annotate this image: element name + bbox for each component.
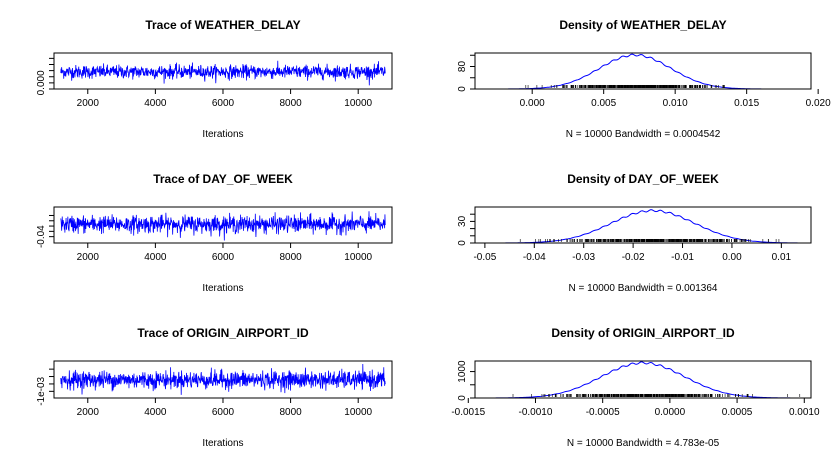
- x-tick-label: -0.03: [572, 252, 595, 263]
- trace-line: [60, 363, 386, 395]
- x-tick-label: -0.02: [622, 252, 645, 263]
- x-tick-label: 2000: [77, 252, 100, 263]
- x-axis-label: Iterations: [202, 283, 243, 294]
- x-axis-label: N = 10000 Bandwidth = 0.0004542: [566, 129, 721, 140]
- y-tick-label: 1000: [457, 360, 468, 383]
- panel-6: Density of ORIGIN_AIRPORT_ID N = 10000 Ba…: [451, 326, 820, 449]
- rug-marks: [519, 239, 780, 242]
- y-tick-label: 80: [457, 61, 468, 73]
- plot-frame: [53, 52, 393, 90]
- x-tick-label: 10000: [344, 252, 372, 263]
- panel-title: Trace of DAY_OF_WEEK: [153, 172, 293, 186]
- x-tick-label: -0.01: [671, 252, 694, 263]
- x-tick-label: 0.010: [663, 98, 688, 109]
- y-tick-label: 0.000: [36, 70, 47, 95]
- density-curve: [495, 209, 798, 243]
- panel-title: Density of WEATHER_DELAY: [559, 18, 726, 32]
- panel-2: Density of WEATHER_DELAY N = 10000 Bandwi…: [457, 18, 831, 140]
- x-tick-label: 0.000: [520, 98, 545, 109]
- x-tick-label: 2000: [77, 407, 100, 418]
- plot-frame: [474, 360, 812, 399]
- x-tick-label: 2000: [77, 98, 100, 109]
- x-tick-label: 8000: [279, 407, 302, 418]
- x-axis-label: Iterations: [202, 129, 243, 140]
- x-tick-label: 0.015: [734, 98, 759, 109]
- x-tick-label: 8000: [279, 98, 302, 109]
- y-tick-label: -0.04: [36, 225, 47, 248]
- x-tick-label: 0.0000: [655, 407, 686, 418]
- y-tick-label: -1e-03: [36, 376, 47, 405]
- y-tick-label: 0: [457, 240, 468, 246]
- x-tick-label: 8000: [279, 252, 302, 263]
- plot-frame: [474, 52, 812, 90]
- x-tick-label: 0.01: [772, 252, 792, 263]
- density-curve: [495, 361, 798, 398]
- y-tick-label: 0: [457, 86, 468, 92]
- x-tick-label: 4000: [144, 98, 167, 109]
- plot-frame: [474, 206, 812, 244]
- x-tick-label: -0.05: [473, 252, 496, 263]
- y-tick-label: 30: [457, 215, 468, 227]
- x-tick-label: 6000: [212, 98, 235, 109]
- x-tick-label: 0.00: [722, 252, 742, 263]
- x-axis-label: Iterations: [202, 438, 243, 449]
- x-tick-label: 6000: [212, 252, 235, 263]
- panel-3: Trace of DAY_OF_WEEK Iterations 2000 4000 60…: [36, 172, 393, 294]
- panel-title: Trace of WEATHER_DELAY: [145, 18, 300, 32]
- x-tick-label: 0.0010: [789, 407, 820, 418]
- panel-title: Trace of ORIGIN_AIRPORT_ID: [137, 326, 309, 340]
- rug-marks: [525, 85, 725, 88]
- x-tick-label: -0.04: [523, 252, 546, 263]
- x-tick-label: 0.0005: [722, 407, 753, 418]
- y-tick-label: 0: [457, 395, 468, 401]
- panel-4: Density of DAY_OF_WEEK N = 10000 Bandwidt…: [457, 172, 812, 294]
- panel-title: Density of DAY_OF_WEEK: [567, 172, 719, 186]
- trace-line: [60, 211, 386, 241]
- x-tick-label: 10000: [344, 407, 372, 418]
- panel-5: Trace of ORIGIN_AIRPORT_ID Iterations 2000…: [36, 326, 393, 449]
- x-tick-label: 4000: [144, 252, 167, 263]
- x-tick-label: 10000: [344, 98, 372, 109]
- x-tick-label: -0.0010: [519, 407, 553, 418]
- panel-title: Density of ORIGIN_AIRPORT_ID: [551, 326, 735, 340]
- rug-marks: [512, 394, 801, 397]
- plot-frame: [53, 360, 393, 399]
- x-tick-label: -0.0015: [451, 407, 485, 418]
- density-curve: [495, 53, 798, 89]
- trace-line: [60, 60, 386, 86]
- x-tick-label: 0.005: [591, 98, 616, 109]
- panel-1: Trace of WEATHER_DELAY Iterations 2000 4000…: [36, 18, 393, 140]
- x-tick-label: 6000: [212, 407, 235, 418]
- x-tick-label: 0.020: [806, 98, 831, 109]
- plot-frame: [53, 206, 393, 244]
- x-tick-label: 4000: [144, 407, 167, 418]
- x-tick-label: -0.0005: [586, 407, 620, 418]
- x-axis-label: N = 10000 Bandwidth = 0.001364: [568, 283, 717, 294]
- x-axis-label: N = 10000 Bandwidth = 4.783e-05: [567, 438, 720, 449]
